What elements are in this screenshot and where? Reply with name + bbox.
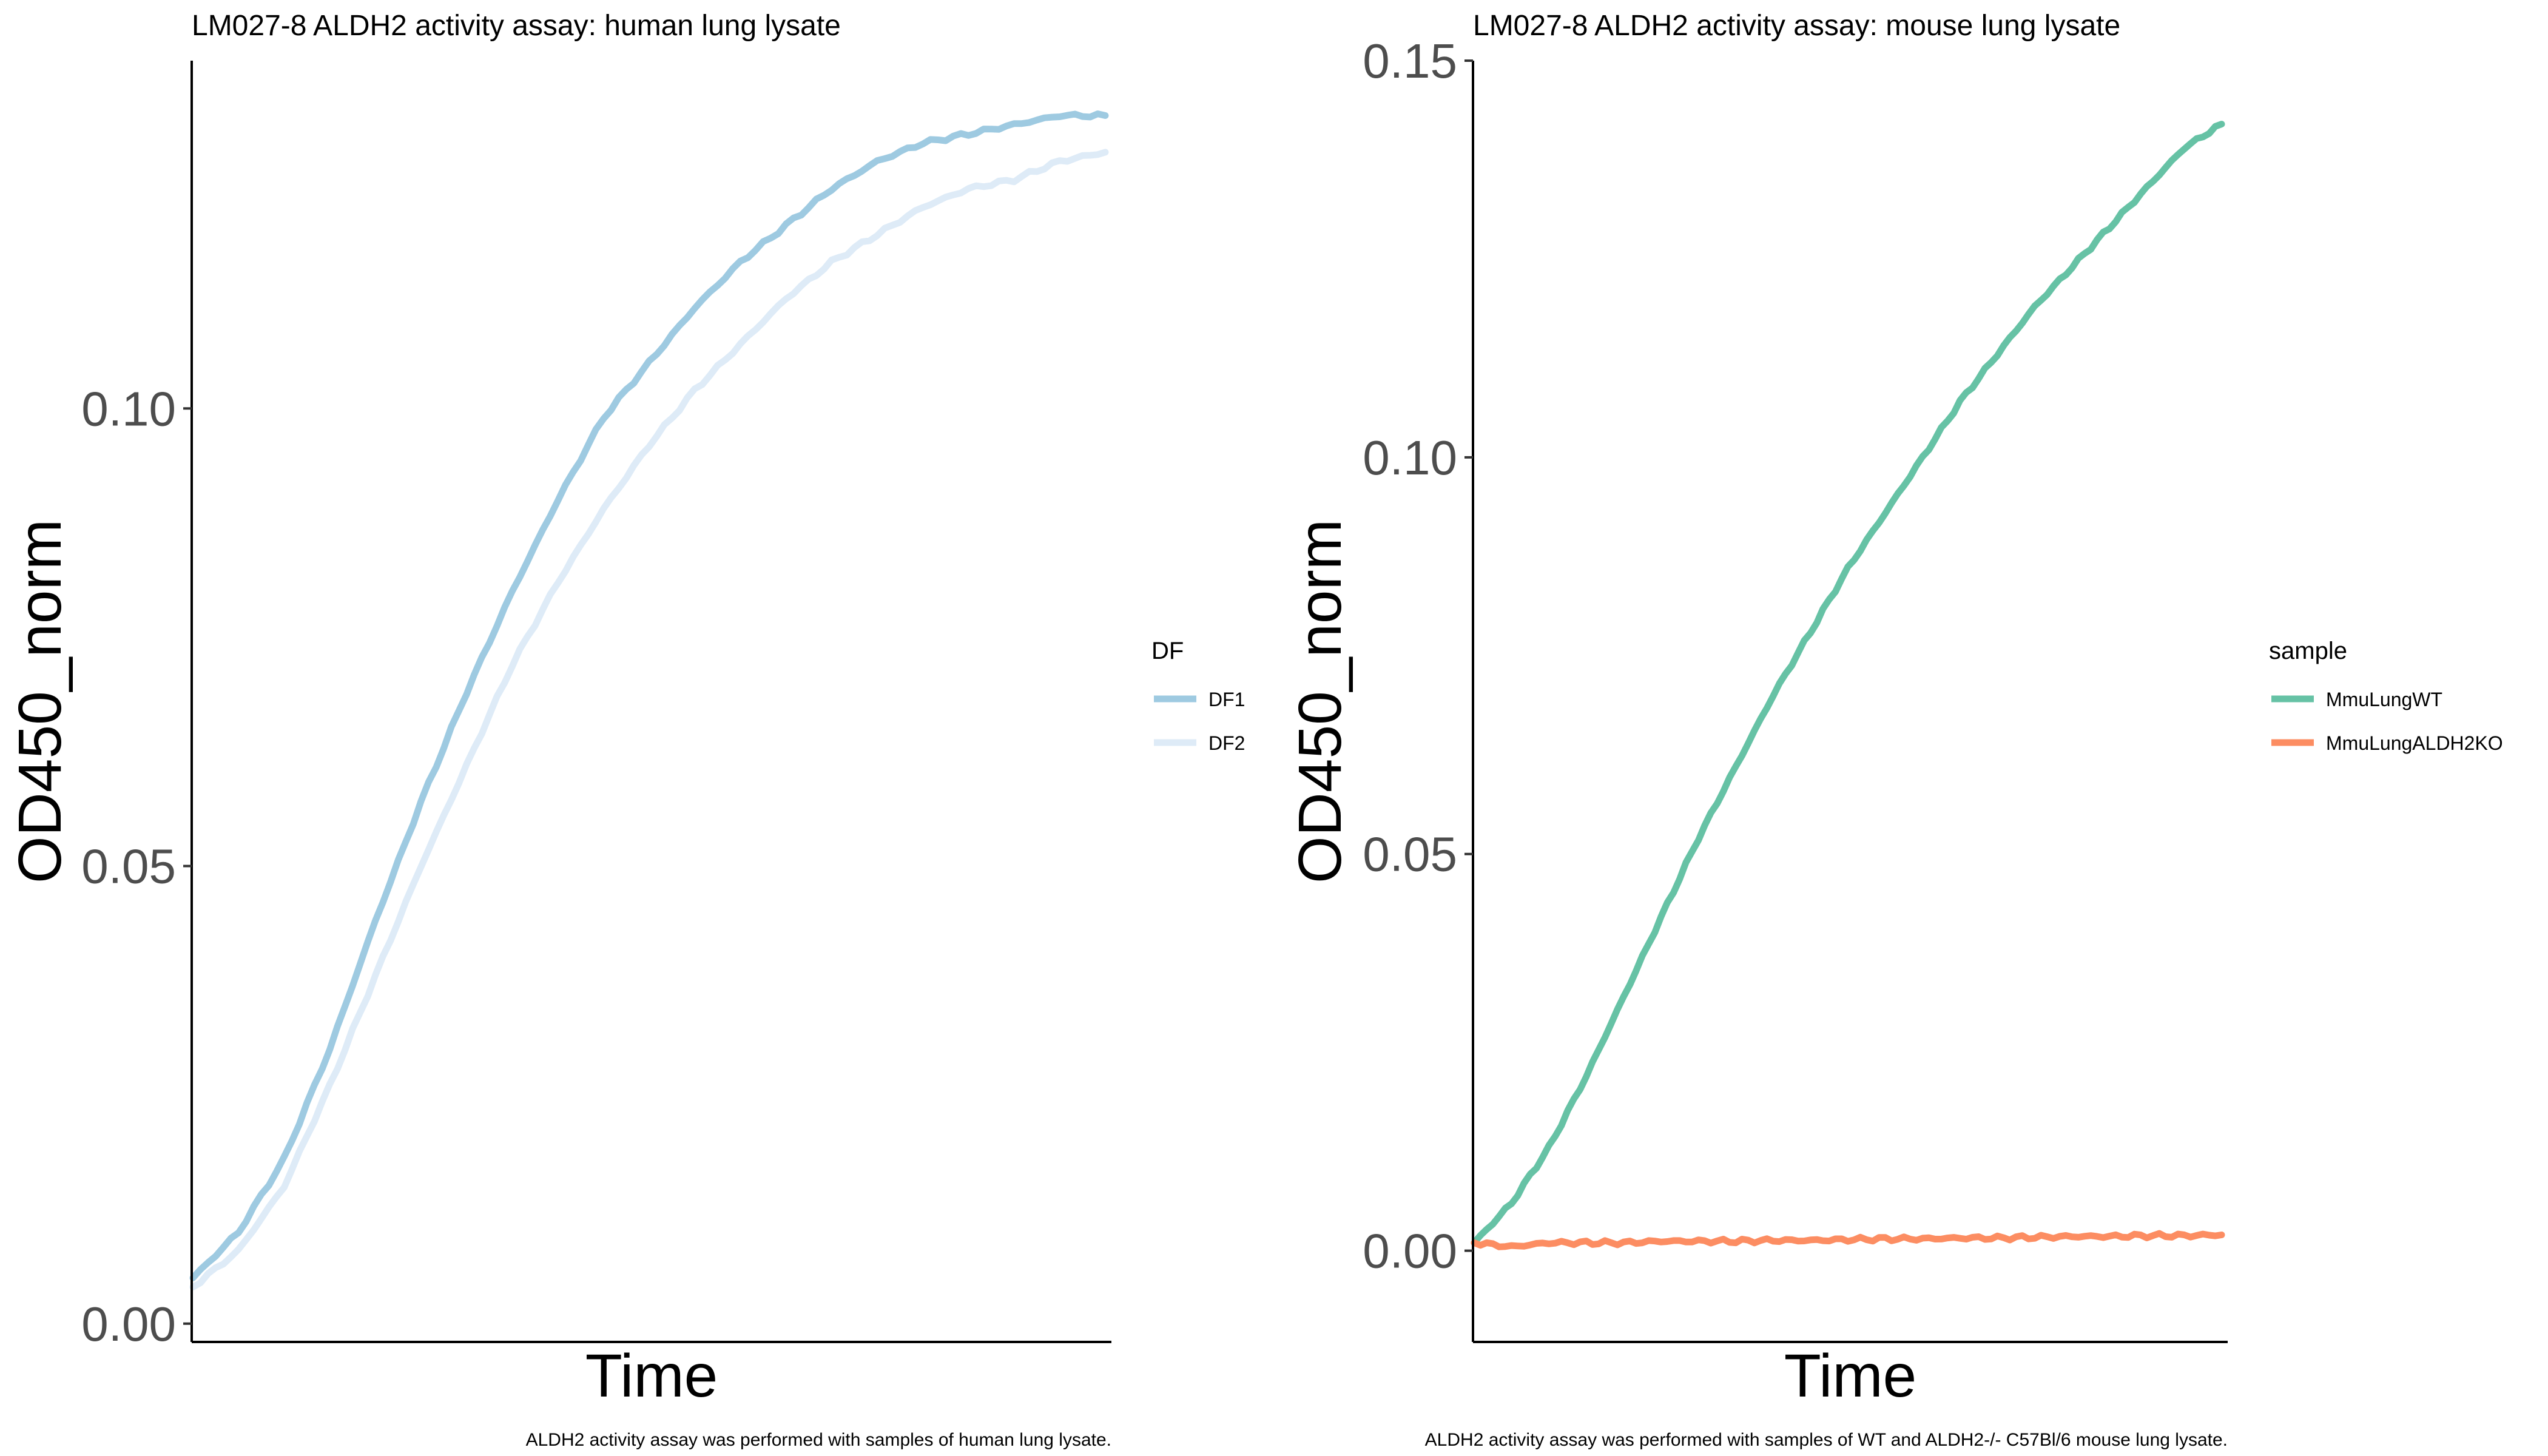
- panel1-y-tick-label: 0.05: [81, 840, 176, 894]
- panel1-series-line-df1: [189, 110, 1109, 1281]
- panel1-series-line-df2: [189, 149, 1109, 1290]
- panel2-x-axis-label: Time: [1784, 1342, 1917, 1410]
- panel1-legend-items: DF1 DF2: [1154, 689, 1245, 754]
- panel1-legend-title: DF: [1151, 638, 1184, 664]
- panel1-title: LM027-8 ALDH2 activity assay: human lung…: [192, 10, 841, 42]
- panel2-y-tick-label: 0.10: [1363, 431, 1457, 485]
- panel2-title: LM027-8 ALDH2 activity assay: mouse lung…: [1473, 10, 2120, 42]
- panel1-legend: DF DF1 DF2: [1151, 638, 1245, 754]
- panel1-y-axis-label: OD450_norm: [6, 519, 74, 883]
- panel1-series-layer: [189, 110, 1109, 1290]
- panel1-plot: 0.00 0.05 0.10: [81, 61, 1111, 1351]
- panel1-y-tick-label: 0.10: [81, 382, 176, 436]
- panel2-plot: 0.00 0.05 0.10 0.15: [1363, 34, 2228, 1343]
- panel2-y-ticks: 0.00 0.05 0.10 0.15: [1363, 34, 1473, 1278]
- panel2-legend-label-mmulungwt: MmuLungWT: [2326, 689, 2442, 710]
- panel2-y-tick-label: 0.05: [1363, 827, 1457, 881]
- panel2-legend-items: MmuLungWT MmuLungALDH2KO: [2271, 689, 2503, 754]
- panel2-series-line-mmulungwt: [1471, 121, 2225, 1246]
- panel2-caption: ALDH2 activity assay was performed with …: [1425, 1430, 2228, 1450]
- panel2-y-tick-label: 0.15: [1363, 34, 1457, 88]
- panel1-x-axis-label: Time: [585, 1342, 718, 1410]
- panel1-legend-label-df1: DF1: [1208, 689, 1245, 710]
- panel2-legend-label-mmulungaldh2ko: MmuLungALDH2KO: [2326, 732, 2503, 754]
- panel1-caption: ALDH2 activity assay was performed with …: [526, 1430, 1111, 1450]
- panel-mouse-lung: LM027-8 ALDH2 activity assay: mouse lung…: [1286, 10, 2503, 1450]
- panel2-legend-title: sample: [2269, 638, 2347, 664]
- panel-human-lung: LM027-8 ALDH2 activity assay: human lung…: [6, 10, 1245, 1450]
- panel2-series-line-mmulungaldh2ko: [1471, 1230, 2225, 1250]
- panel1-legend-label-df2: DF2: [1208, 732, 1245, 754]
- panel2-y-axis-label: OD450_norm: [1286, 519, 1354, 883]
- panel2-legend: sample MmuLungWT MmuLungALDH2KO: [2269, 638, 2503, 754]
- panel1-y-tick-label: 0.00: [81, 1297, 176, 1351]
- panel2-y-tick-label: 0.00: [1363, 1224, 1457, 1278]
- panel1-y-ticks: 0.00 0.05 0.10: [81, 382, 192, 1351]
- panel2-series-layer: [1471, 121, 2225, 1250]
